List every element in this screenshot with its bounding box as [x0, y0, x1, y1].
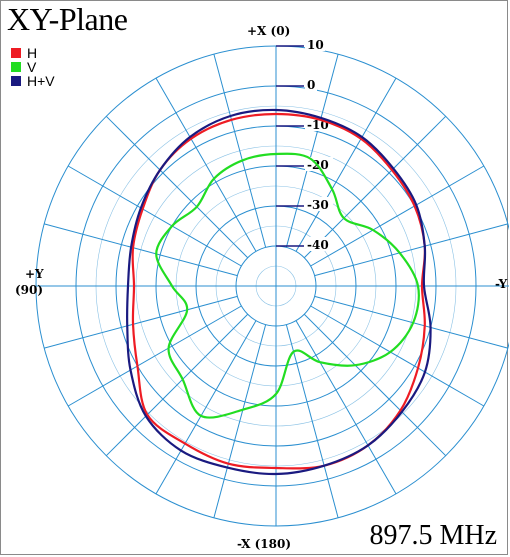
grid-spoke — [213, 324, 267, 518]
radial-tick-label: 0 — [307, 78, 315, 92]
legend-label-v: V — [27, 59, 37, 75]
radial-tick-label: -40 — [307, 238, 329, 252]
grid-spoke — [67, 165, 242, 267]
legend-label-hv: H+V — [27, 73, 55, 89]
grid-spoke — [314, 295, 508, 349]
grid-spoke — [314, 223, 508, 277]
axis-label-left-1: +Y — [25, 267, 44, 281]
grid-spoke — [105, 115, 249, 259]
series-line-v — [155, 152, 420, 419]
axis-label-left-2: (90) — [15, 283, 44, 297]
legend-item-v: V — [11, 60, 55, 74]
grid-spoke — [155, 77, 257, 252]
legend-item-hv: H+V — [11, 74, 55, 88]
tick-label-bg — [305, 37, 325, 51]
tick-label-bg — [305, 77, 317, 91]
radial-tick-labels: 100-10-20-30-40 — [276, 37, 333, 252]
axis-label-right: -Y — [495, 277, 508, 291]
legend-item-h: H — [11, 46, 55, 60]
frequency-label: 897.5 MHz — [369, 520, 497, 551]
chart-title: XY-Plane — [7, 1, 128, 37]
polar-grid — [35, 45, 509, 527]
grid-spoke — [310, 305, 485, 407]
legend-label-h: H — [27, 45, 38, 61]
grid-spoke — [303, 115, 447, 259]
grid-spoke — [310, 165, 485, 267]
grid-spoke — [295, 320, 397, 495]
grid-spoke — [44, 223, 238, 277]
grid-spoke — [295, 77, 397, 252]
grid-spoke — [285, 324, 339, 518]
grid-spoke — [303, 313, 447, 457]
grid-spoke — [44, 295, 238, 349]
grid-spoke — [285, 54, 339, 248]
legend-swatch-v — [11, 62, 21, 72]
grid-spoke — [213, 54, 267, 248]
legend-swatch-h — [11, 48, 21, 58]
radial-tick-label: 10 — [307, 38, 324, 52]
legend: H V H+V — [11, 46, 55, 88]
radial-tick-label: -30 — [307, 198, 329, 212]
tick-label-bg — [305, 197, 333, 211]
grid-spoke — [155, 320, 257, 495]
grid-spoke — [105, 313, 249, 457]
axis-label-top: +X (0) — [247, 24, 291, 38]
tick-label-bg — [305, 237, 333, 251]
pattern-curves — [126, 108, 432, 476]
legend-swatch-hv — [11, 76, 21, 86]
grid-spoke — [67, 305, 242, 407]
series-line-h-v — [126, 108, 432, 476]
axis-label-bottom: -X (180) — [237, 537, 291, 551]
series-line-h — [131, 112, 427, 470]
